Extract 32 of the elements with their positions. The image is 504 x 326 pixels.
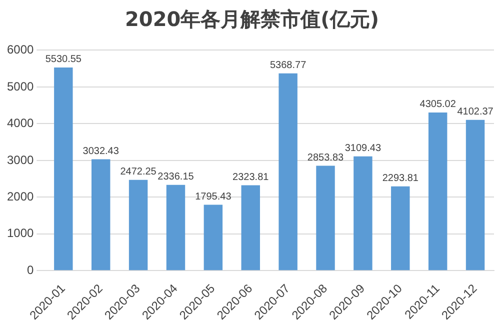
- bar: [92, 159, 110, 270]
- bar: [316, 166, 335, 270]
- y-tick-label: 4000: [6, 116, 34, 130]
- bar: [391, 186, 410, 270]
- data-label: 4305.02: [420, 99, 456, 110]
- y-tick-label: 0: [27, 262, 34, 277]
- data-label: 2323.81: [232, 172, 270, 184]
- bar: [354, 156, 372, 270]
- bar: [428, 112, 448, 270]
- data-label: 2293.81: [382, 173, 419, 184]
- chart-title: 2020年各月解禁市值(亿元): [124, 6, 380, 33]
- data-label: 4102.37: [457, 106, 494, 118]
- data-label: 2472.25: [120, 166, 157, 178]
- bar: [241, 185, 260, 270]
- bar: [128, 180, 148, 270]
- y-tick-label: 1000: [6, 226, 34, 240]
- y-tick-label: 2000: [6, 189, 34, 204]
- y-tick-label: 6000: [6, 42, 34, 57]
- y-tick-label: 3000: [6, 152, 34, 167]
- bar: [54, 67, 73, 270]
- bar: [278, 73, 298, 270]
- data-label: 5368.77: [270, 60, 307, 72]
- bar: [166, 184, 186, 270]
- data-label: 2853.83: [307, 152, 344, 164]
- y-tick-label: 5000: [6, 79, 34, 94]
- bar: [204, 204, 223, 270]
- data-label: 5530.55: [45, 54, 82, 66]
- data-label: 3109.43: [344, 143, 382, 154]
- data-label: 1795.43: [195, 191, 232, 202]
- bar: [466, 120, 485, 270]
- data-label: 3032.43: [82, 146, 120, 157]
- data-label: 2336.15: [158, 172, 194, 183]
